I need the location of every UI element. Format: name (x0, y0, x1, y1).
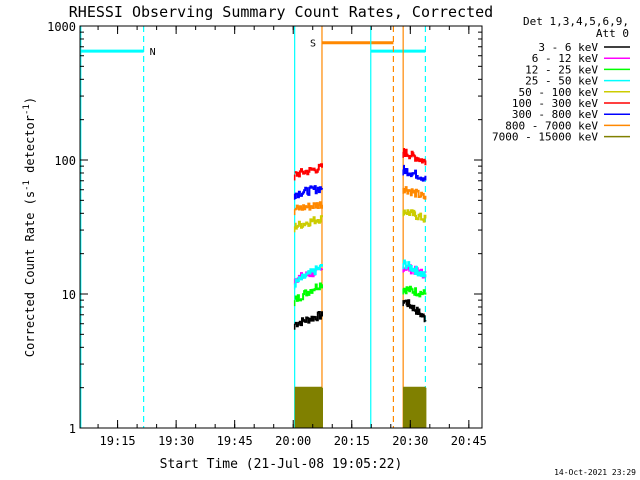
x-tick-label: 20:45 (451, 434, 487, 448)
y-tick-label: 1000 (47, 20, 76, 34)
chart-title: RHESSI Observing Summary Count Rates, Co… (69, 3, 493, 21)
series-line (294, 163, 323, 178)
y-axis-label-main: Corrected Count Rate (s (23, 191, 37, 357)
legend-header-line1: Det 1,3,4,5,6,9, (523, 15, 629, 28)
series-layer (293, 148, 427, 428)
y-tick-label: 1 (69, 422, 76, 436)
legend-entry-label: 50 - 100 keV (519, 86, 599, 99)
y-axis-label-mid: detector (23, 115, 37, 180)
series-line (403, 386, 427, 428)
series-line (403, 209, 427, 223)
y-ticks-layer: 1 10 100 1000 (47, 20, 482, 436)
series-line (294, 215, 323, 230)
flags-layer: NS (80, 39, 426, 58)
generation-timestamp: 14-Oct-2021 23:29 (554, 468, 636, 477)
y-axis-label-end: ) (23, 97, 37, 104)
series-line (403, 186, 427, 200)
y-axis-label: Corrected Count Rate (s-1 detector-1) (22, 97, 37, 357)
x-tick-label: 20:30 (392, 434, 428, 448)
legend-entry-label: 100 - 300 keV (512, 97, 598, 110)
legend-entry-label: 3 - 6 keV (538, 41, 598, 54)
series-line (403, 285, 427, 298)
series-line (403, 299, 427, 323)
vertical-markers-layer (80, 26, 427, 428)
series-line (294, 185, 323, 199)
series-line (294, 386, 323, 428)
x-tick-label: 19:30 (158, 434, 194, 448)
x-tick-label: 19:15 (100, 434, 136, 448)
legend-entry-label: 7000 - 15000 keV (492, 131, 598, 144)
series-line (403, 164, 427, 182)
series-line (403, 148, 427, 166)
x-ticks-layer: 19:15 19:30 19:45 20:00 20:15 20:30 20:45 (97, 26, 487, 448)
series-line (294, 311, 323, 328)
legend-header-line2: Att 0 (596, 27, 629, 40)
series-line (294, 264, 323, 288)
x-tick-label: 20:00 (275, 434, 311, 448)
y-tick-label: 10 (62, 288, 76, 302)
x-tick-label: 20:15 (334, 434, 370, 448)
x-axis-label: Start Time (21-Jul-08 19:05:22) (160, 457, 403, 472)
legend-entry-label: 12 - 25 keV (525, 63, 598, 76)
x-tick-label: 19:45 (217, 434, 253, 448)
flag-label: N (150, 47, 156, 58)
legend-entry-label: 800 - 7000 keV (505, 119, 598, 132)
legend-entry-label: 25 - 50 keV (525, 75, 598, 88)
y-tick-label: 100 (54, 154, 76, 168)
flag-label: S (310, 39, 316, 50)
legend-entry-label: 6 - 12 keV (532, 52, 599, 65)
plot-frame (79, 25, 483, 429)
series-line (294, 201, 323, 211)
y-axis-label-sup1: -1 (22, 180, 32, 191)
y-axis-label-sup2: -1 (22, 104, 32, 115)
series-line (294, 282, 323, 302)
legend-entry-label: 300 - 800 keV (512, 108, 598, 121)
series-line (403, 259, 427, 278)
